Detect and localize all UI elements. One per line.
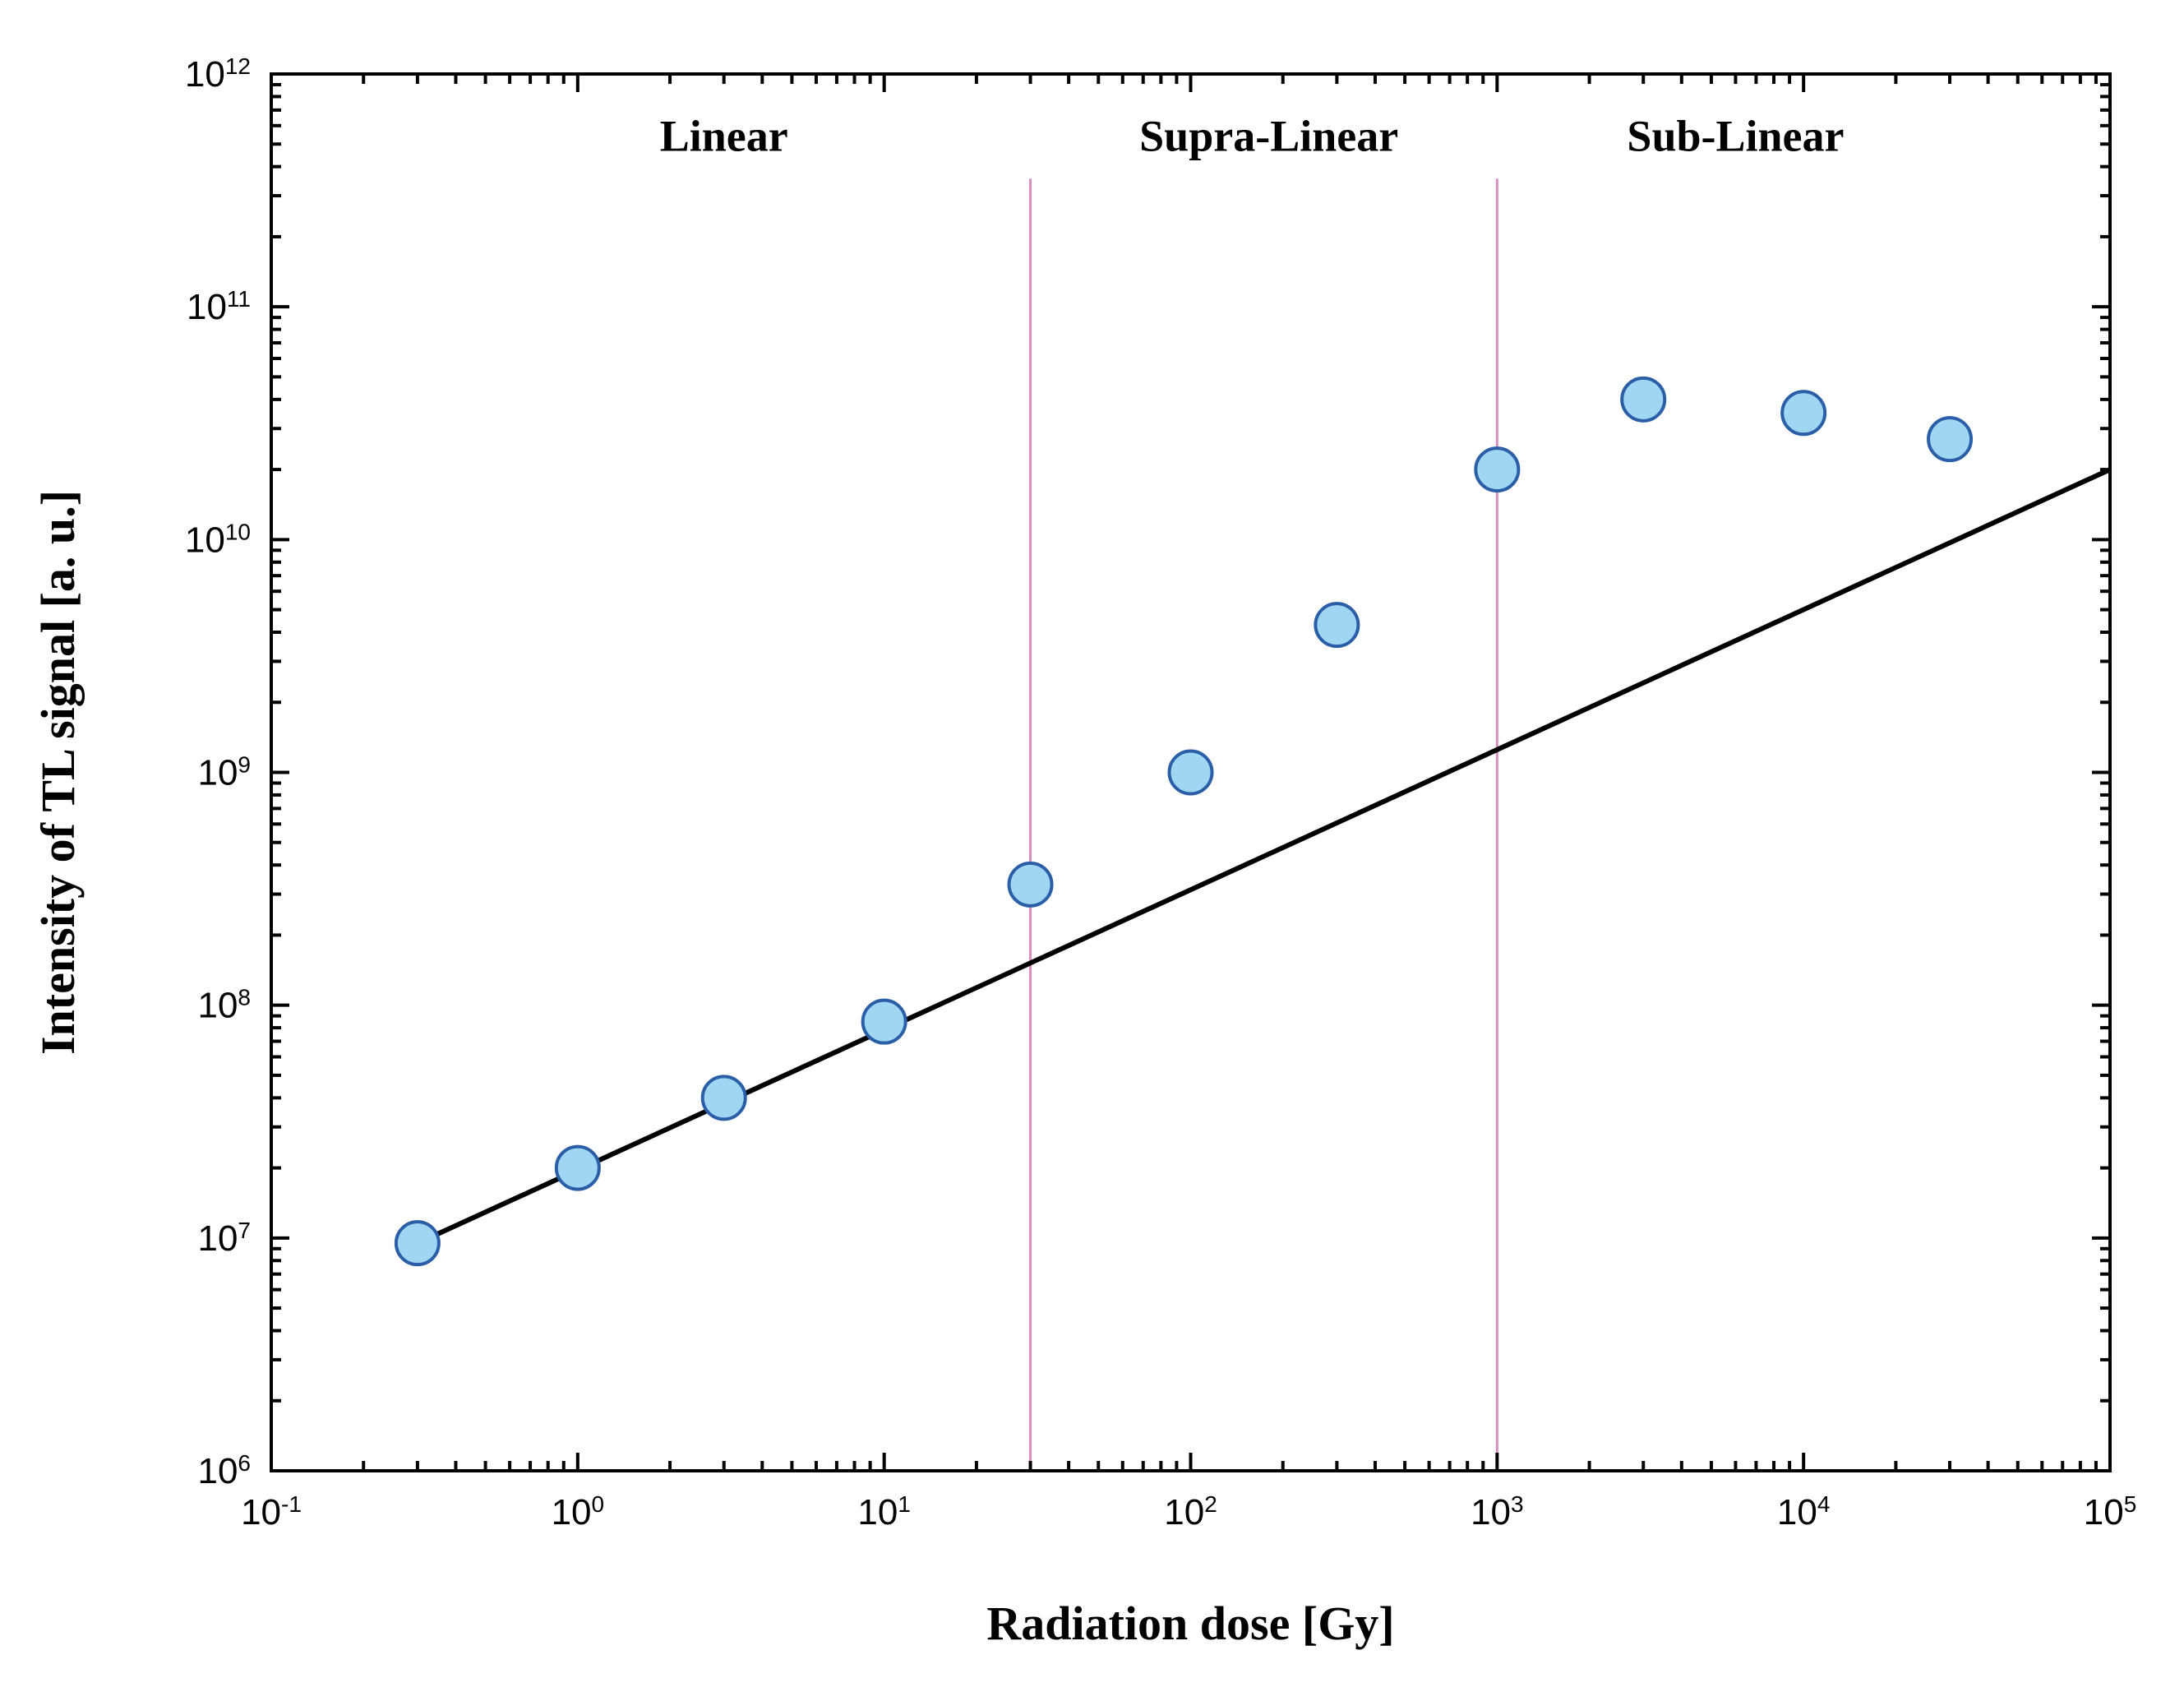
data-point <box>1782 391 1825 434</box>
data-point <box>1009 863 1052 906</box>
y-tick-label: 1010 <box>185 519 251 561</box>
data-point <box>1170 751 1212 794</box>
y-tick-label: 109 <box>197 751 251 793</box>
y-tick-label: 108 <box>197 984 251 1026</box>
x-tick-label: 10-1 <box>241 1491 302 1533</box>
chart-svg: 10-1 100 101 102 103 104 105 106 107 108 109 1010 10… <box>0 16 2184 1685</box>
x-tick-label: 105 <box>2084 1491 2137 1533</box>
data-point <box>863 1001 906 1043</box>
data-point <box>396 1222 439 1264</box>
x-tick-label: 103 <box>1471 1491 1524 1533</box>
x-tick-label: 102 <box>1164 1491 1217 1533</box>
tl-dose-chart: 10-1 100 101 102 103 104 105 106 107 108 109 1010 10… <box>0 16 2184 1685</box>
data-point <box>703 1076 746 1119</box>
data-point <box>1475 448 1518 491</box>
data-point <box>1928 418 1971 460</box>
data-point <box>1315 603 1358 646</box>
y-axis-title: Intensity of TL signal [a. u.] <box>31 490 85 1055</box>
region-label: Linear <box>660 111 788 160</box>
y-tick-label: 1012 <box>185 53 251 95</box>
x-tick-label: 100 <box>552 1491 605 1533</box>
x-tick-label: 104 <box>1777 1491 1831 1533</box>
x-axis-title: Radiation dose [Gy] <box>986 1597 1394 1650</box>
y-tick-label: 106 <box>197 1450 251 1492</box>
region-label: Supra-Linear <box>1139 111 1398 160</box>
y-tick-label: 1011 <box>187 286 251 328</box>
x-tick-label: 101 <box>857 1491 911 1533</box>
data-point <box>1622 378 1665 421</box>
region-label: Sub-Linear <box>1627 111 1844 160</box>
y-tick-label: 107 <box>197 1217 251 1259</box>
data-point <box>556 1147 599 1190</box>
